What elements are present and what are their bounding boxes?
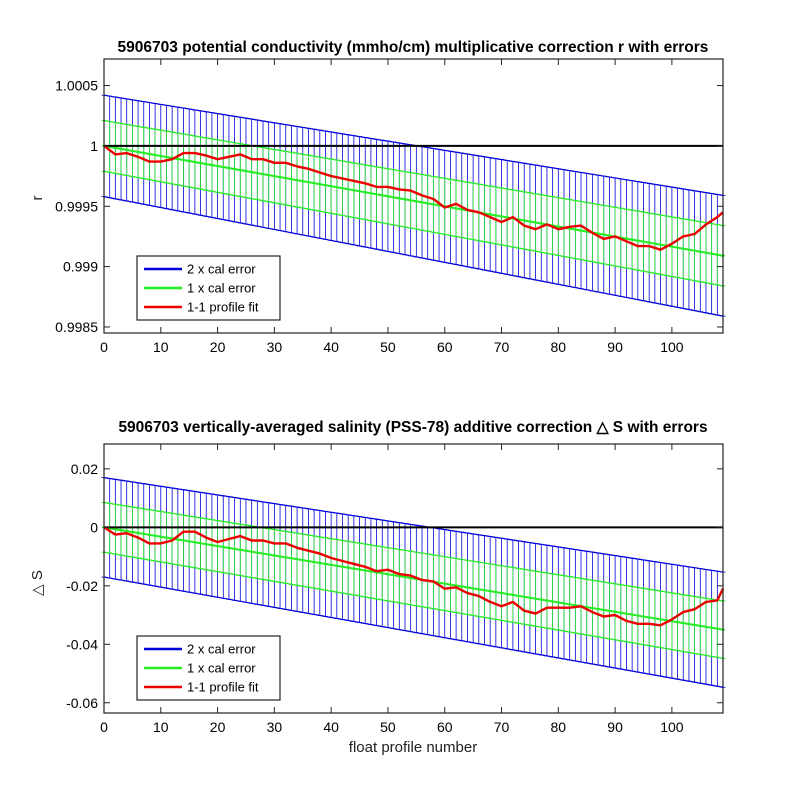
x-tick-label: 90	[607, 339, 623, 355]
y-tick-label: -0.02	[66, 578, 98, 594]
chart-title: 5906703 vertically-averaged salinity (PS…	[118, 419, 707, 436]
x-tick-label: 10	[153, 719, 169, 735]
plot-area: 0 10 20 30 40 50 60 70 80 90 100 -0.06 -0.04 -0.02 0 0.…	[66, 443, 726, 735]
legend: 2 x cal error 1 x cal error 1-1 profile fi…	[136, 255, 281, 321]
chart-title: 5906703 potential conductivity (mmho/cm)…	[118, 39, 709, 56]
series-profile-fit-line	[103, 526, 725, 627]
x-tick-label: 30	[267, 719, 283, 735]
y-tick-label: -0.06	[66, 695, 98, 711]
x-axis-label: float profile number	[349, 739, 477, 756]
y-axis-label: r	[29, 196, 46, 201]
cal-error-2x-upper	[103, 477, 724, 573]
x-tick-label: 40	[323, 339, 339, 355]
x-tick-label: 50	[380, 339, 396, 355]
x-tick-label: 70	[494, 719, 510, 735]
x-tick-label: 30	[267, 339, 283, 355]
legend-label: 1 x cal error	[187, 661, 256, 676]
y-tick-label: 1	[90, 138, 98, 154]
x-tick-label: 20	[210, 719, 226, 735]
conductivity-correction-panel: 5906703 potential conductivity (mmho/cm)…	[29, 39, 726, 355]
legend-label: 1-1 profile fit	[187, 300, 259, 315]
cal-error-1x-lower	[103, 170, 724, 287]
plot-area: 0 10 20 30 40 50 60 70 80 90 100 0.9985 0.999 0.9995 1…	[55, 58, 726, 355]
x-tick-label: 0	[100, 719, 108, 735]
y-tick-label: 0	[90, 519, 98, 535]
salinity-correction-panel: 5906703 vertically-averaged salinity (PS…	[29, 419, 726, 756]
x-tick-label: 20	[210, 339, 226, 355]
cal-error-1x-upper	[103, 501, 724, 602]
x-tick-label: 40	[323, 719, 339, 735]
cal-fit-line	[103, 526, 724, 631]
cal-error-1x-upper	[103, 119, 724, 227]
y-tick-label: 0.9995	[55, 198, 98, 214]
legend-label: 2 x cal error	[187, 262, 256, 277]
x-tick-label: 100	[660, 719, 684, 735]
y-axis-label: △ S	[29, 570, 46, 596]
x-tick-label: 50	[380, 719, 396, 735]
series-profile-fit-line	[103, 144, 724, 251]
x-tick-label: 0	[100, 339, 108, 355]
x-tick-label: 100	[660, 339, 684, 355]
x-tick-label: 80	[551, 719, 567, 735]
axes-box	[103, 443, 724, 714]
cal-error-1x-lower	[103, 551, 724, 659]
y-tick-label: 0.9985	[55, 319, 98, 335]
y-tick-label: -0.04	[66, 636, 98, 652]
y-tick-label: 0.02	[71, 461, 98, 477]
x-tick-label: 70	[494, 339, 510, 355]
cal-error-2x-lower	[103, 196, 724, 317]
x-tick-label: 60	[437, 339, 453, 355]
axes-box	[103, 58, 724, 334]
x-tick-label: 10	[153, 339, 169, 355]
x-tick-label: 90	[607, 719, 623, 735]
y-tick-label: 1.0005	[55, 78, 98, 94]
legend-label: 2 x cal error	[187, 642, 256, 657]
legend-label: 1 x cal error	[187, 281, 256, 296]
legend-label: 1-1 profile fit	[187, 680, 259, 695]
y-tick-label: 0.999	[63, 259, 98, 275]
x-tick-label: 60	[437, 719, 453, 735]
legend: 2 x cal error 1 x cal error 1-1 profile fi…	[136, 635, 281, 701]
x-tick-label: 80	[551, 339, 567, 355]
cal-error-2x-lower	[103, 576, 724, 688]
